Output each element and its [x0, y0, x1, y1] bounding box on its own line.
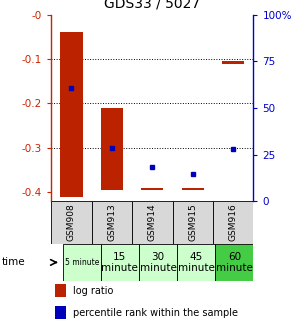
Bar — [177, 244, 215, 281]
Bar — [63, 244, 101, 281]
Text: percentile rank within the sample: percentile rank within the sample — [72, 308, 238, 318]
Text: time: time — [1, 257, 25, 267]
Title: GDS33 / 5027: GDS33 / 5027 — [104, 0, 200, 11]
Bar — [222, 61, 244, 63]
Bar — [55, 306, 67, 319]
Text: log ratio: log ratio — [72, 285, 113, 296]
Bar — [51, 201, 92, 244]
Text: GSM908: GSM908 — [67, 203, 76, 241]
Text: 45
minute: 45 minute — [178, 251, 215, 273]
Bar — [92, 201, 132, 244]
Text: GSM914: GSM914 — [148, 203, 157, 241]
Text: 60
minute: 60 minute — [216, 251, 253, 273]
Bar — [132, 201, 173, 244]
Bar — [60, 32, 83, 197]
Text: GSM915: GSM915 — [188, 203, 197, 241]
Bar — [101, 108, 123, 190]
Text: 5 minute: 5 minute — [64, 258, 99, 267]
Text: GSM916: GSM916 — [229, 203, 238, 241]
Text: GSM913: GSM913 — [108, 203, 116, 241]
Bar — [213, 201, 253, 244]
Bar — [173, 201, 213, 244]
Text: 15
minute: 15 minute — [101, 251, 138, 273]
Bar — [101, 244, 139, 281]
Bar — [215, 244, 253, 281]
Bar — [55, 284, 67, 297]
Bar — [141, 188, 163, 190]
Bar — [182, 188, 204, 190]
Text: 30
minute: 30 minute — [140, 251, 176, 273]
Bar — [139, 244, 177, 281]
